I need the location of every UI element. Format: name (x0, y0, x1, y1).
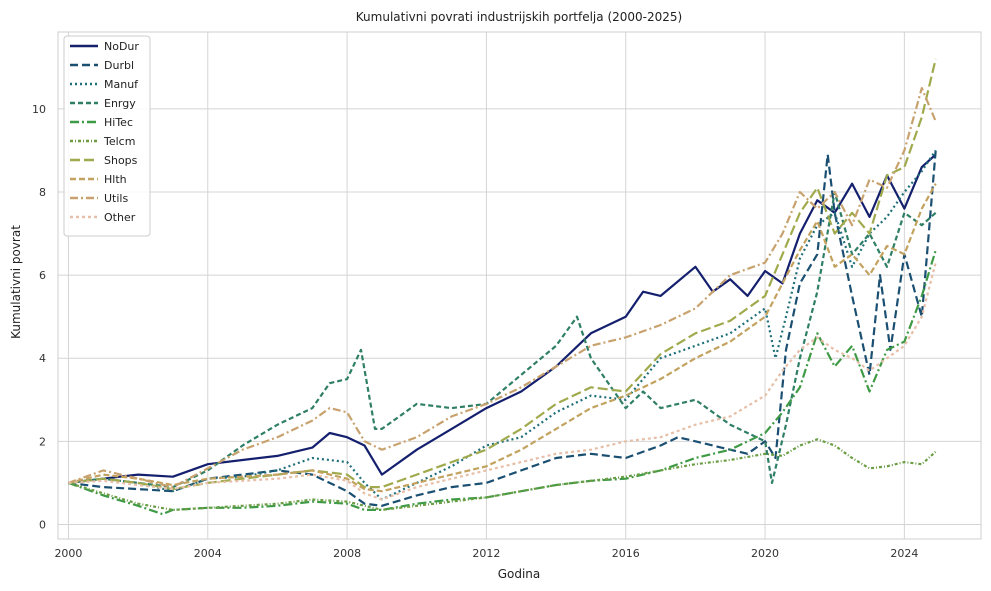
legend-label-hlth: Hlth (104, 173, 127, 186)
x-axis-label: Godina (498, 567, 541, 581)
legend-label-hitec: HiTec (104, 116, 133, 129)
y-tick-label: 6 (39, 269, 46, 282)
x-tick-label: 2012 (472, 547, 500, 560)
y-tick-label: 0 (39, 518, 46, 531)
x-tick-label: 2000 (54, 547, 82, 560)
legend-label-other: Other (104, 211, 136, 224)
series-line-durbl (68, 150, 937, 507)
series-line-telcm (68, 438, 937, 511)
plot-frame (57, 31, 982, 540)
chart-title: Kumulativni povrati industrijskih portfe… (356, 10, 682, 24)
legend-box (63, 35, 151, 237)
legend-label-durbl: Durbl (104, 59, 134, 72)
series-line-shops (68, 58, 937, 491)
y-tick-label: 10 (32, 103, 46, 116)
x-tick-label: 2004 (194, 547, 222, 560)
x-tick-label: 2008 (333, 547, 361, 560)
legend-label-manuf: Manuf (104, 78, 139, 91)
x-tick-label: 2016 (612, 547, 640, 560)
legend-label-shops: Shops (104, 154, 138, 167)
legend-label-enrgy: Enrgy (104, 97, 136, 110)
legend: NoDur Durbl Manuf Enrgy HiTec Telcm Shops Hlth U… (63, 35, 151, 237)
series-line-other (68, 262, 937, 501)
y-tick-label: 4 (39, 352, 46, 365)
series-line-manuf (68, 149, 937, 501)
legend-label-telcm: Telcm (103, 135, 135, 148)
y-tick-label: 2 (39, 435, 46, 448)
y-axis-label: Kumulativni povrat (9, 225, 23, 339)
x-tick-label: 2024 (890, 547, 918, 560)
series-line-nodur (68, 153, 937, 484)
grid (58, 32, 981, 539)
x-tick-label: 2020 (751, 547, 779, 560)
x-axis-ticks: 2000 2004 2008 2012 2016 2020 2024 (54, 547, 918, 560)
legend-label-nodur: NoDur (104, 40, 139, 53)
series-line-hlth (68, 183, 937, 493)
series-lines (68, 58, 937, 516)
y-axis-ticks: 0 2 4 6 8 10 (32, 103, 46, 532)
y-tick-label: 8 (39, 186, 46, 199)
series-line-utils (68, 86, 937, 489)
legend-label-utils: Utils (104, 192, 128, 205)
